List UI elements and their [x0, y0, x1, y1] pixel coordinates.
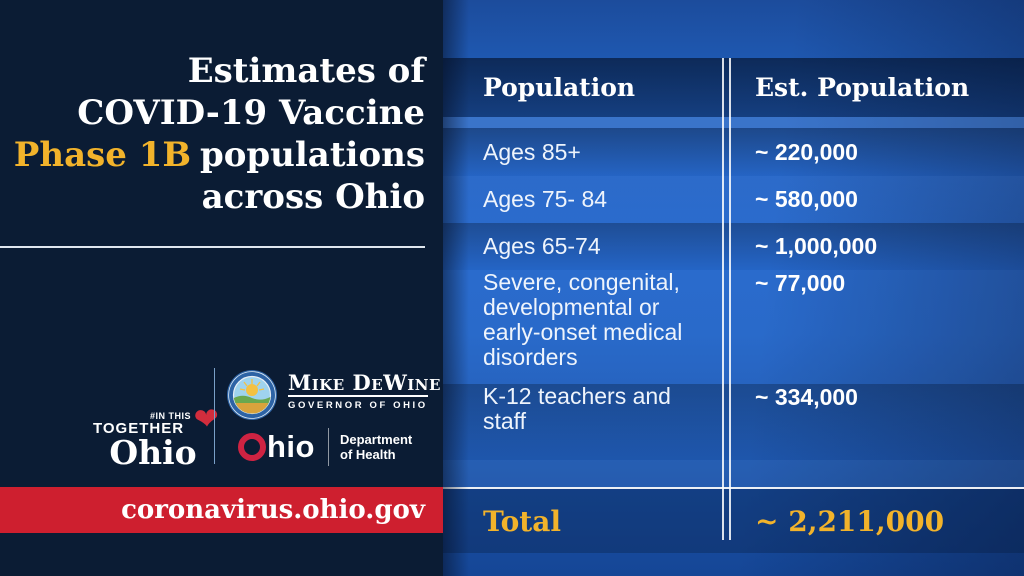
total-label: Total: [483, 504, 562, 538]
heart-icon: ❤: [192, 402, 221, 437]
odh-dept-line2: of Health: [340, 447, 396, 462]
odh-brand-text: hio: [267, 429, 315, 464]
table-header-row: Population Est. Population: [443, 58, 1024, 117]
together-hashtag-text: #IN THIS: [149, 411, 191, 421]
row-label-ages-65-74: Ages 65-74: [483, 233, 601, 259]
column-separator-line-inner: [729, 58, 731, 540]
coronavirus-url: coronavirus.ohio.gov: [121, 495, 425, 525]
panel-edge-shadow: [443, 0, 469, 576]
table-row: Severe, congenital, developmental or ear…: [443, 270, 1024, 384]
governor-logo: Mike DeWine Governor of Ohio: [288, 370, 441, 411]
together-text: TOGETHER: [93, 420, 185, 437]
header-population: Population: [483, 73, 636, 102]
row-value-ages-85: ~ 220,000: [755, 138, 858, 165]
header-highlight-strip: [443, 117, 1024, 128]
footer-url-bar: coronavirus.ohio.gov: [0, 487, 443, 533]
ohio-red-o-icon: [238, 433, 266, 461]
together-ohio-text: Ohio: [109, 433, 197, 472]
left-panel: Estimates of COVID-19 Vaccine Phase 1B po…: [0, 0, 443, 576]
table-row: Ages 65-74 ~ 1,000,000: [443, 223, 1024, 270]
row-label-ages-75-84: Ages 75- 84: [483, 186, 608, 212]
row-label-ages-85: Ages 85+: [483, 138, 581, 165]
row-value-ages-65-74: ~ 1,000,000: [755, 233, 878, 259]
governor-title: Governor of Ohio: [288, 400, 428, 411]
title-line-2: COVID-19 Vaccine: [77, 93, 425, 133]
row-value-medical-disorders: ~ 77,000: [755, 270, 846, 296]
odh-divider-line: [328, 428, 329, 466]
table-row: Ages 75- 84 ~ 580,000: [443, 176, 1024, 223]
title-line-3-rest: populations: [199, 135, 425, 175]
table-total-row: Total ~ 2,211,000: [443, 487, 1024, 553]
table-row: Ages 85+ ~ 220,000: [443, 128, 1024, 176]
population-table: Population Est. Population Ages 85+ ~ 22…: [443, 0, 1024, 576]
logo-divider-line: [214, 368, 215, 464]
phase-1b-highlight: Phase 1B: [13, 135, 192, 175]
column-separator-line-outer: [722, 58, 724, 540]
row-label-k12-teachers: K-12 teachers and staff: [483, 383, 671, 434]
odh-department-text: Department of Health: [340, 432, 412, 462]
title-line-3: Phase 1B populations: [0, 134, 425, 176]
total-value: ~ 2,211,000: [755, 504, 945, 538]
row-value-ages-75-84: ~ 580,000: [755, 186, 858, 212]
ohio-state-seal-icon: [226, 369, 278, 426]
table-top-spacer: [443, 0, 1024, 58]
title-line-1: Estimates of: [187, 51, 425, 91]
header-est-population: Est. Population: [755, 73, 970, 102]
title-line-4: across Ohio: [201, 177, 425, 217]
pre-total-spacer: [443, 460, 1024, 487]
odh-dept-line1: Department: [340, 432, 413, 447]
table-row: K-12 teachers and staff ~ 334,000: [443, 384, 1024, 460]
governor-name: Mike DeWine: [288, 370, 441, 397]
row-label-medical-disorders: Severe, congenital, developmental or ear…: [483, 269, 683, 370]
in-this-together-ohio-logo: #IN THIS TOGETHER ❤ Ohio: [93, 402, 221, 472]
title-divider-line: [0, 246, 425, 248]
odh-logo: hio Department of Health: [238, 428, 412, 466]
page-title: Estimates of COVID-19 Vaccine Phase 1B po…: [0, 50, 425, 218]
row-value-k12-teachers: ~ 334,000: [755, 384, 858, 410]
